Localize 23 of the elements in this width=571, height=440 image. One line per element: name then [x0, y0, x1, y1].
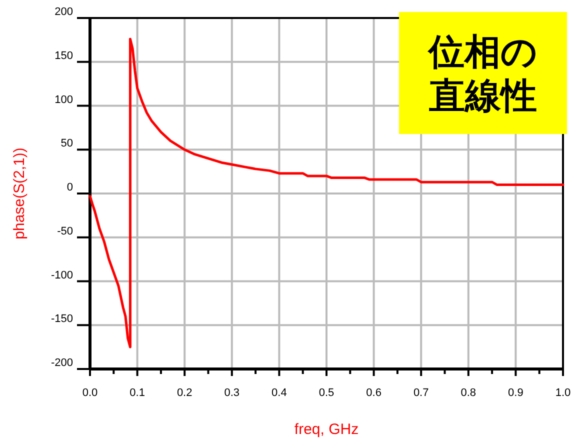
x-tick-label: 1.0	[555, 387, 571, 399]
y-tick-label: 200	[54, 6, 73, 18]
x-tick-label: 0.5	[318, 387, 334, 399]
x-tick-label: 0.2	[176, 387, 192, 399]
y-tick-label: -50	[57, 225, 73, 238]
x-tick-label: 0.9	[508, 387, 524, 399]
y-axis-title: phase(S(2,1))	[11, 148, 28, 240]
y-tick-label: 50	[60, 138, 73, 150]
y-tick-label: -200	[50, 357, 73, 369]
x-tick-label: 0.4	[272, 387, 287, 399]
y-tick-label: -100	[50, 269, 73, 282]
x-axis-title: freq, GHz	[294, 421, 359, 438]
y-tick-label: -150	[50, 313, 73, 326]
y-tick-label: 0	[66, 182, 73, 194]
annotation: 位相の直線性	[426, 32, 538, 117]
x-tick-label: 0.3	[224, 387, 240, 399]
y-tick-label: 100	[54, 94, 73, 106]
x-tick-label: 0.0	[82, 387, 98, 399]
x-tick-label: 0.8	[460, 387, 476, 399]
x-tick-label: 0.6	[366, 387, 382, 399]
x-tick-label: 0.7	[413, 387, 429, 399]
y-tick-label: 150	[54, 50, 73, 62]
x-tick-label: 0.1	[130, 387, 145, 399]
